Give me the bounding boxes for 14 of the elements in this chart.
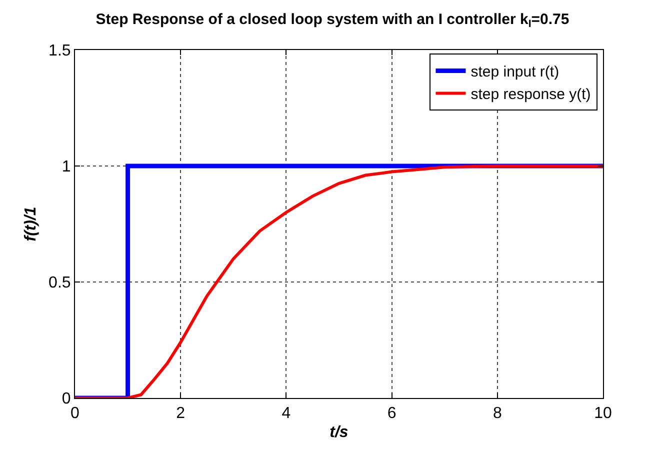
- x-tick-label: 6: [387, 405, 396, 422]
- y-axis-title: f(t)/1: [22, 206, 40, 242]
- legend-label: step input r(t): [470, 64, 560, 81]
- x-tick-label: 8: [492, 405, 502, 422]
- legend-label: step response y(t): [470, 86, 591, 104]
- y-tick-label: 0.5: [48, 274, 71, 292]
- y-tick-label: 1.5: [48, 42, 71, 60]
- x-tick-label: 2: [176, 405, 186, 422]
- x-axis-title: t/s: [330, 424, 348, 441]
- chart-title: Step Response of a closed loop system with an I controller k$_{I}$=0.75: [96, 11, 570, 30]
- x-tick-label: 10: [594, 405, 612, 422]
- y-tick-label: 0: [62, 390, 71, 408]
- y-tick-label: 1: [62, 158, 71, 176]
- x-tick-label: 4: [282, 405, 291, 422]
